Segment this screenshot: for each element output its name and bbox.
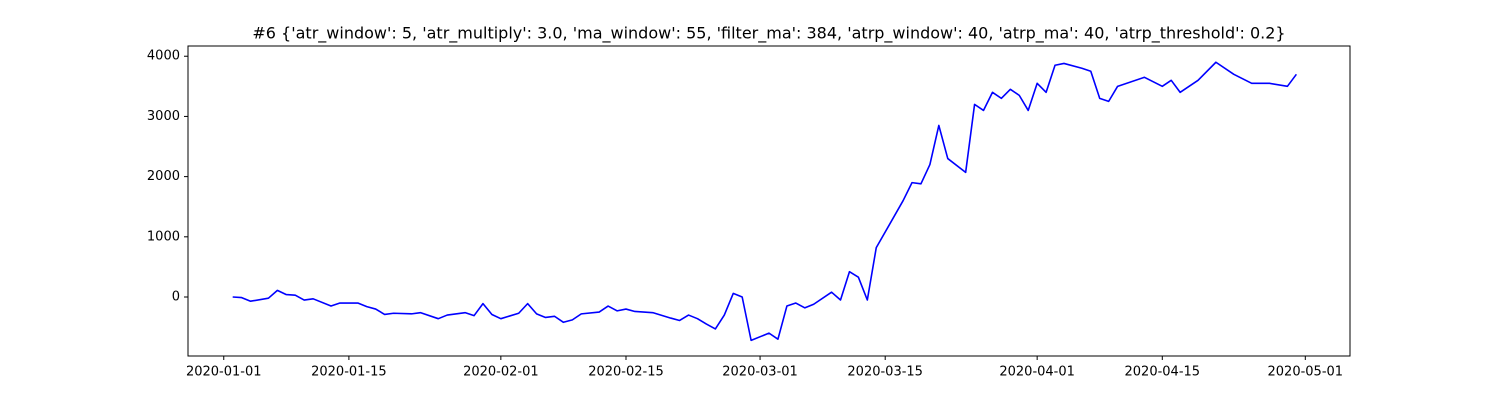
- x-tick-label: 2020-04-15: [1125, 365, 1201, 380]
- y-tick-label: 1000: [147, 229, 180, 244]
- y-tick-label: 4000: [147, 49, 180, 64]
- plot-frame: [187, 45, 1351, 357]
- x-tick-label: 2020-03-01: [722, 365, 798, 380]
- chart-title: #6 {'atr_window': 5, 'atr_multiply': 3.0…: [252, 24, 1285, 44]
- data-line: [232, 61, 1298, 342]
- x-tick-label: 2020-05-01: [1268, 365, 1344, 380]
- y-tick-label: 3000: [147, 109, 180, 124]
- x-tick-label: 2020-01-01: [186, 365, 262, 380]
- x-tick-label: 2020-04-01: [999, 365, 1075, 380]
- x-tick-label: 2020-02-01: [463, 365, 539, 380]
- x-tick-label: 2020-02-15: [588, 365, 664, 380]
- x-tick-label: 2020-01-15: [311, 365, 387, 380]
- x-tick-label: 2020-03-15: [847, 365, 923, 380]
- y-tick-label: 0: [172, 290, 180, 305]
- y-tick-label: 2000: [147, 169, 180, 184]
